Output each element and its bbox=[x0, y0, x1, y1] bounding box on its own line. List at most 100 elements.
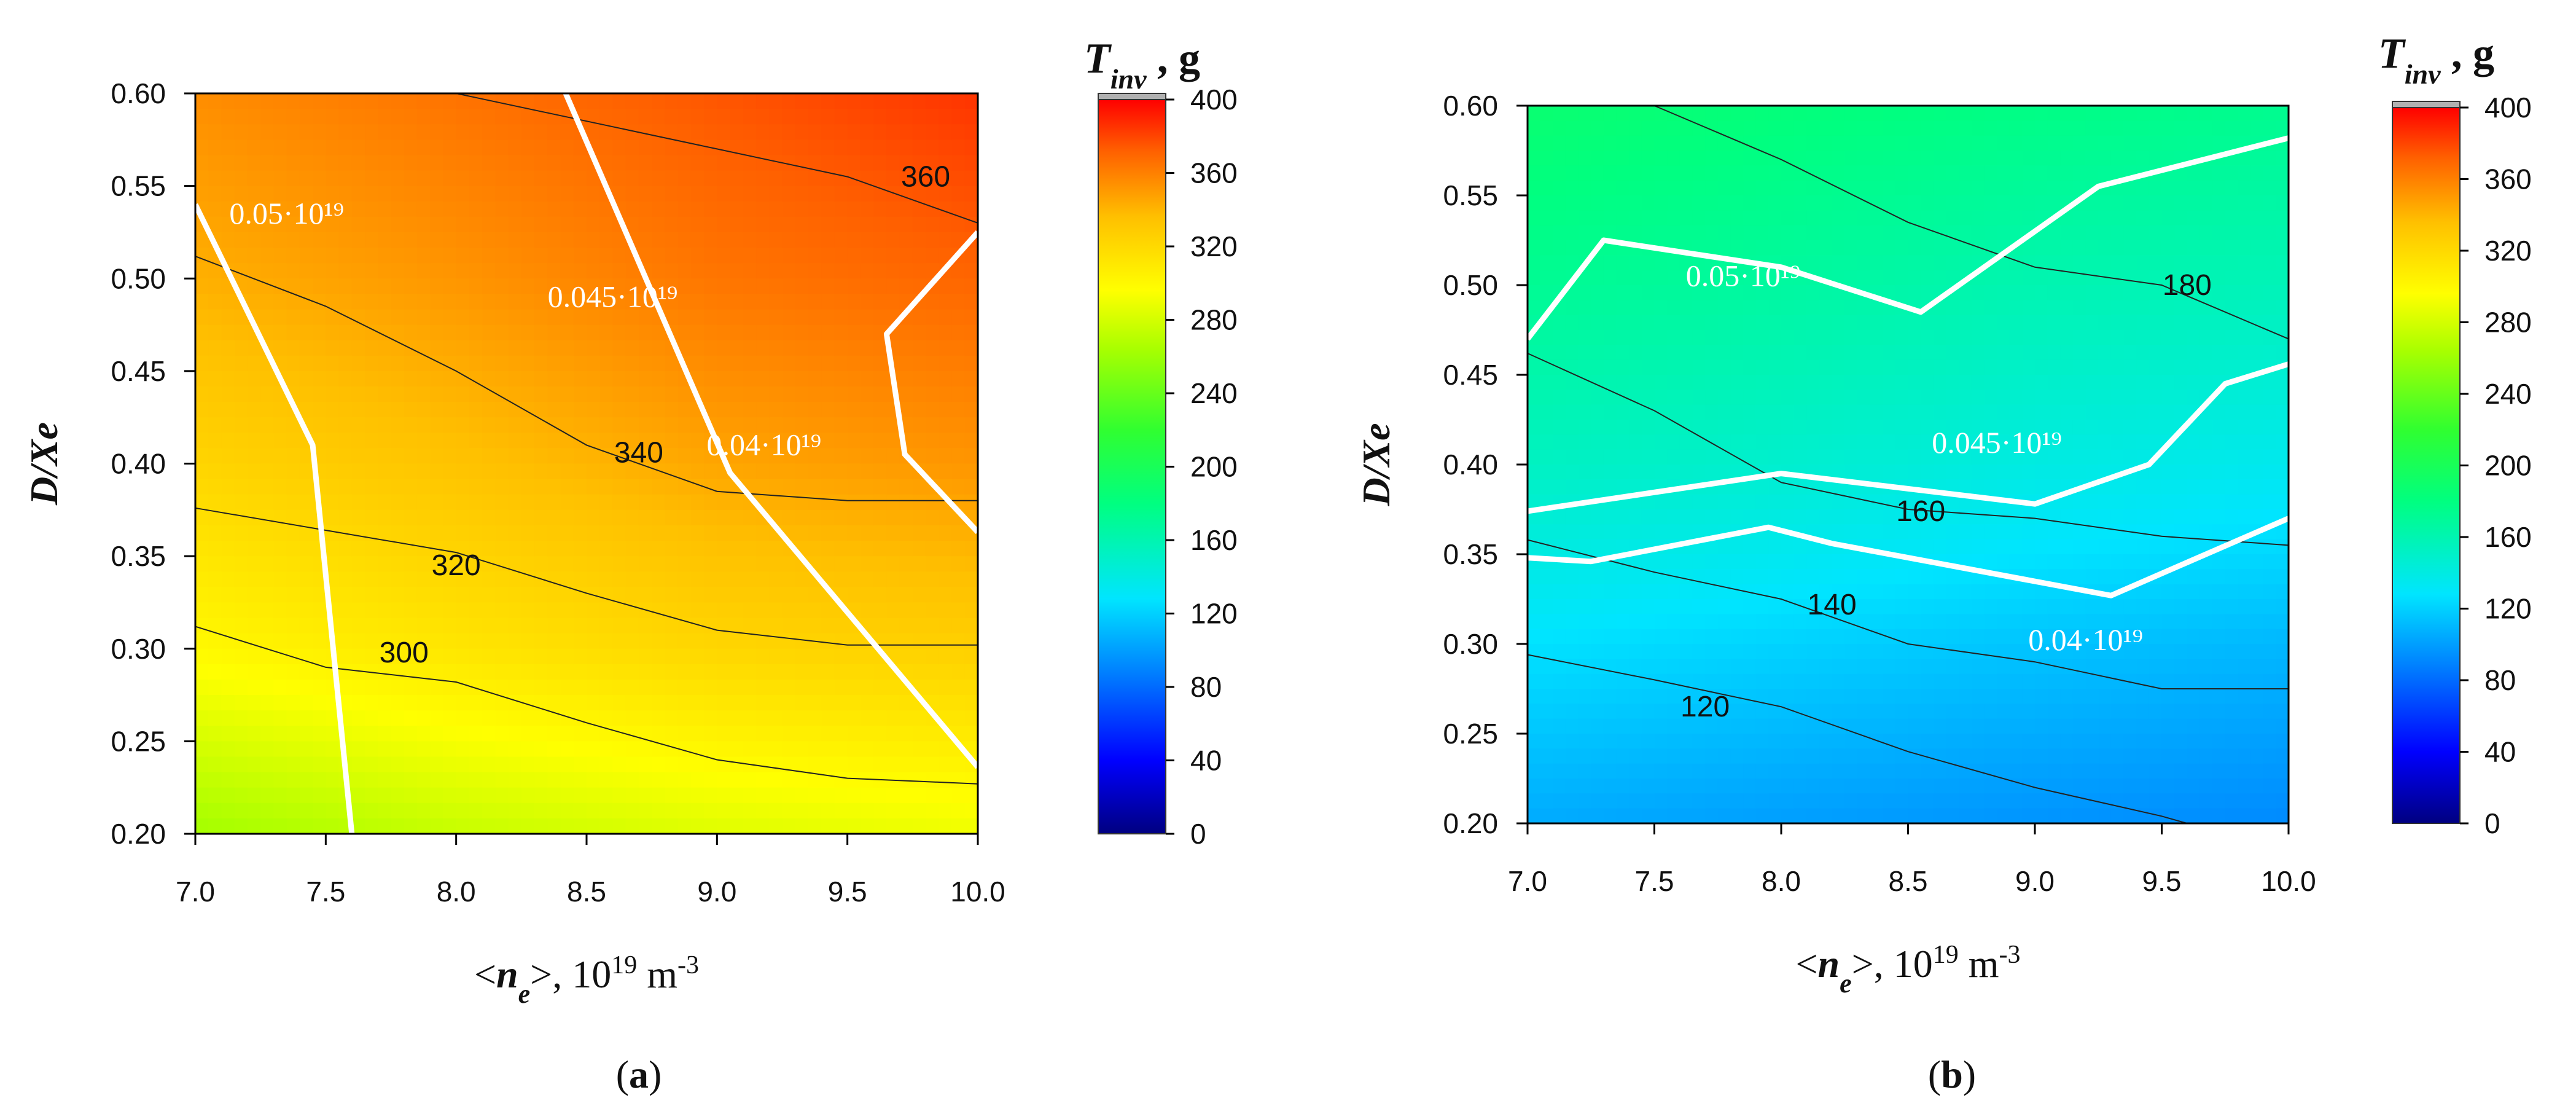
heatmap-cell bbox=[1565, 524, 1579, 540]
heatmap-cell bbox=[1997, 359, 2010, 375]
heatmap-cell bbox=[378, 541, 392, 557]
heatmap-cell bbox=[1806, 151, 1820, 167]
heatmap-cell bbox=[587, 417, 601, 434]
heatmap-cell bbox=[1654, 225, 1668, 241]
heatmap-cell bbox=[416, 541, 431, 557]
heatmap-cell bbox=[286, 216, 300, 233]
heatmap-cell bbox=[1971, 614, 1985, 630]
heatmap-cell bbox=[469, 618, 483, 634]
heatmap-cell bbox=[1591, 270, 1604, 286]
heatmap-cell bbox=[1908, 494, 1921, 510]
heatmap-cell bbox=[1553, 763, 1566, 779]
heatmap-cell bbox=[1959, 734, 1972, 750]
heatmap-cell bbox=[1591, 180, 1604, 196]
heatmap-cell bbox=[521, 139, 535, 156]
heatmap-cell bbox=[756, 309, 770, 326]
heatmap-cell bbox=[690, 541, 704, 557]
heatmap-cell bbox=[1946, 614, 1959, 630]
heatmap-cell bbox=[404, 602, 418, 619]
heatmap-cell bbox=[2009, 779, 2023, 794]
heatmap-cell bbox=[2035, 359, 2048, 375]
heatmap-cell bbox=[404, 93, 418, 109]
heatmap-cell bbox=[1806, 434, 1820, 450]
heatmap-cell bbox=[469, 433, 483, 449]
heatmap-cell bbox=[404, 417, 418, 434]
heatmap-cell bbox=[1692, 779, 1706, 794]
heatmap-cell bbox=[482, 602, 496, 619]
heatmap-cell bbox=[1717, 151, 1731, 167]
heatmap-cell bbox=[1806, 763, 1820, 779]
heatmap-cell bbox=[964, 726, 978, 742]
heatmap-cell bbox=[717, 633, 731, 649]
heatmap-cell bbox=[612, 648, 626, 665]
heatmap-cell bbox=[1908, 106, 1921, 122]
heatmap-cell bbox=[2009, 330, 2023, 346]
heatmap-cell bbox=[1933, 599, 1947, 615]
heatmap-cell bbox=[1743, 718, 1757, 734]
heatmap-cell bbox=[1806, 644, 1820, 660]
heatmap-cell bbox=[964, 248, 978, 264]
heatmap-cell bbox=[1616, 434, 1630, 450]
heatmap-cell bbox=[1743, 673, 1757, 689]
heatmap-cell bbox=[1641, 390, 1655, 406]
heatmap-cell bbox=[495, 695, 509, 711]
heatmap-cell bbox=[430, 587, 444, 603]
heatmap-cell bbox=[821, 232, 835, 248]
heatmap-cell bbox=[756, 170, 770, 187]
heatmap-cell bbox=[1933, 390, 1947, 406]
heatmap-cell bbox=[964, 802, 978, 819]
heatmap-cell bbox=[1679, 689, 1693, 705]
heatmap-cell bbox=[391, 201, 405, 218]
heatmap-cell bbox=[326, 463, 340, 480]
heatmap-cell bbox=[821, 756, 835, 773]
heatmap-cell bbox=[573, 587, 587, 603]
heatmap-cell bbox=[821, 556, 835, 573]
heatmap-cell bbox=[1844, 315, 1858, 331]
heatmap-cell bbox=[1667, 718, 1680, 734]
heatmap-cell bbox=[234, 248, 248, 264]
heatmap-cell bbox=[1603, 704, 1617, 720]
heatmap-cell bbox=[482, 93, 496, 109]
heatmap-cell bbox=[1971, 689, 1985, 705]
colorbar-title: Tinv , g bbox=[1084, 35, 1200, 95]
heatmap-cell bbox=[416, 278, 431, 295]
heatmap-cell bbox=[1857, 210, 1871, 226]
heatmap-cell bbox=[625, 201, 639, 218]
heatmap-cell bbox=[1806, 375, 1820, 391]
heatmap-cell bbox=[1984, 359, 1997, 375]
heatmap-cell bbox=[743, 139, 757, 156]
heatmap-cell bbox=[1768, 135, 1782, 151]
heatmap-cell bbox=[1603, 465, 1617, 481]
heatmap-cell bbox=[1679, 569, 1693, 585]
heatmap-cell bbox=[430, 741, 444, 758]
heatmap-cell bbox=[939, 355, 953, 372]
heatmap-cell bbox=[1528, 465, 1541, 481]
heatmap-cell bbox=[1705, 225, 1719, 241]
heatmap-cell bbox=[495, 93, 509, 109]
heatmap-cell bbox=[834, 232, 848, 248]
heatmap-cell bbox=[1997, 120, 2010, 136]
heatmap-cell bbox=[1959, 584, 1972, 600]
heatmap-cell bbox=[2047, 165, 2061, 181]
heatmap-cell bbox=[247, 633, 261, 649]
heatmap-cell bbox=[286, 556, 300, 573]
heatmap-cell bbox=[391, 756, 405, 773]
heatmap-cell bbox=[939, 818, 953, 834]
heatmap-cell bbox=[677, 309, 692, 326]
heatmap-cell bbox=[964, 664, 978, 680]
heatmap-cell bbox=[847, 494, 861, 511]
heatmap-cell bbox=[1654, 584, 1668, 600]
heatmap-cell bbox=[391, 772, 405, 788]
heatmap-cell bbox=[299, 479, 313, 495]
heatmap-cell bbox=[638, 371, 652, 387]
heatmap-cell bbox=[704, 186, 718, 202]
heatmap-cell bbox=[1717, 673, 1731, 689]
heatmap-cell bbox=[625, 417, 639, 434]
heatmap-cell bbox=[338, 556, 353, 573]
heatmap-cell bbox=[208, 556, 222, 573]
heatmap-cell bbox=[951, 772, 966, 788]
heatmap-cell bbox=[221, 402, 235, 418]
heatmap-cell bbox=[1946, 718, 1959, 734]
heatmap-cell bbox=[939, 648, 953, 665]
heatmap-cell bbox=[1629, 524, 1642, 540]
